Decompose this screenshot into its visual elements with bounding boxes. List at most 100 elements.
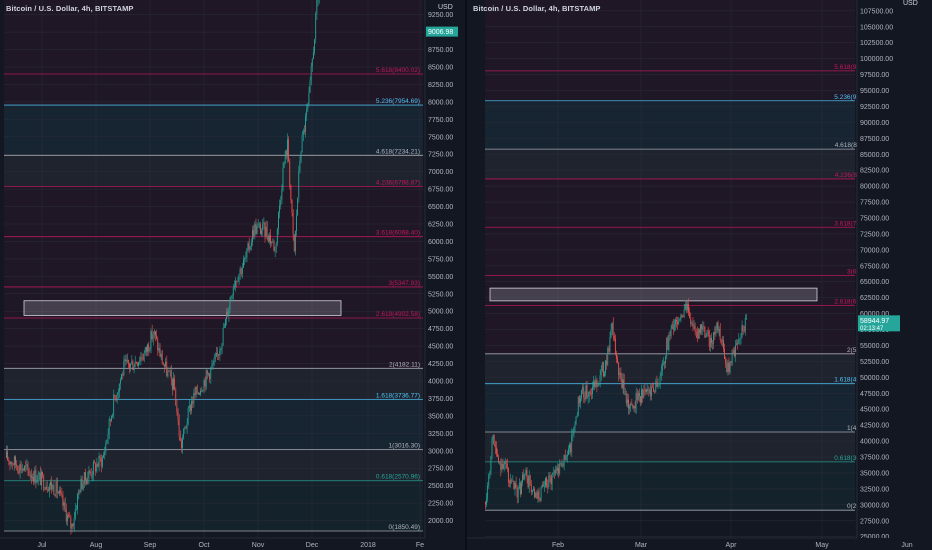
chart-pane-right[interactable]: 0(29160.75)0.618(36741.93)1(41428.03)1.6… [467,0,932,550]
candle-body [180,440,182,448]
fib-zone-band [485,461,855,511]
candle-body [101,457,103,467]
price-tick-label: 3000.00 [428,448,453,455]
currency-label-right: USD [903,0,918,7]
candle-body [148,344,149,352]
time-tick-label: Mar [635,542,648,549]
price-tick-label: 32500.00 [860,486,889,493]
candle-body [630,403,631,407]
candle-body [298,170,300,198]
candle-body [662,362,664,364]
candle-body [228,309,230,317]
candle-body [291,199,293,213]
candle-body [649,389,651,397]
candle-body [277,212,279,229]
candle-body [729,362,731,372]
candle-body [273,241,275,251]
candle-body [707,330,709,332]
candle-body [686,303,688,310]
fib-zone-band [4,105,423,156]
fib-level-label: 5.618(8400.02) [376,67,420,74]
candle-body [271,242,273,244]
price-tick-label: 72500.00 [860,231,889,238]
time-tick-label: Oct [199,542,210,549]
candle-body [303,130,305,132]
candle-body [702,326,704,330]
chart-pane-left[interactable]: 0(1850.49) 0.618(2570.96) 1(3016.30) 1.618(… [0,0,465,550]
candle-body [237,281,239,283]
candle-body [554,469,556,475]
candle-body [312,52,314,60]
candle-body [618,362,619,376]
candle-body [48,485,50,492]
candle-body [50,481,51,486]
candle-body [708,330,710,347]
candle-body [272,241,274,243]
candle-body [222,327,224,344]
candle-body [538,491,540,500]
fib-level-label: 0(1850.49) [389,524,420,531]
chart-canvas-left[interactable]: 0(1850.49) 0.618(2570.96) 1(3016.30) 1.618(… [0,0,465,550]
candle-body [112,415,113,417]
candle-body [254,223,256,237]
candle-body [52,485,54,490]
candle-body [561,463,563,467]
candle-body [110,416,112,421]
candle-body [734,345,736,357]
price-tick-label: 5250.00 [428,291,453,298]
price-tick-label: 5000.00 [428,309,453,316]
candle-body [119,379,121,384]
candle-body [657,384,659,387]
candle-body [24,465,25,471]
price-tick-label: 6750.00 [428,187,453,194]
candle-body [577,396,579,415]
price-tick-label: 42500.00 [860,423,889,430]
candle-body [88,470,90,478]
candle-body [744,318,746,332]
candle-body [517,488,519,498]
candle-body [106,439,108,444]
fib-zone-band [4,449,423,481]
candle-body [652,387,653,388]
candle-body [620,372,622,379]
fib-level-label: 2(4182.11) [389,361,420,368]
candle-body [221,343,223,349]
candle-body [62,495,64,506]
candle-body [21,469,23,471]
price-tick-label: 9250.00 [428,12,453,19]
fib-zone-band [4,186,423,237]
candle-body [82,483,84,490]
candle-body [171,379,173,390]
candle-body [565,456,567,460]
price-tick-label: 35000.00 [860,470,889,477]
candle-body [647,389,649,391]
candle-body [201,390,203,392]
candle-body [83,472,85,484]
candle-body [205,370,207,387]
current-price-tag [858,315,900,332]
candle-body [143,352,145,360]
candle-body [253,230,254,237]
candle-body [211,364,213,368]
candle-body [524,473,526,480]
price-tick-label: 80000.00 [860,184,889,191]
candle-body [683,309,685,317]
candle-body [525,469,527,474]
candle-body [578,396,580,403]
candle-body [678,320,680,325]
chart-canvas-right[interactable]: 0(29160.75)0.618(36741.93)1(41428.03)1.6… [467,0,932,550]
candle-body [626,399,628,404]
candle-body [206,370,208,374]
current-price-countdown: 02:13:47 [860,326,884,332]
price-tick-label: 75000.00 [860,216,889,223]
candle-body [249,246,251,250]
candle-body [189,405,191,411]
candle-body [510,480,511,484]
candle-body [166,361,168,376]
candle-body [741,325,743,337]
pane-divider[interactable] [465,0,467,550]
candle-body [495,447,497,454]
candle-body [284,151,286,163]
candle-body [715,328,717,335]
candle-body [92,462,94,475]
